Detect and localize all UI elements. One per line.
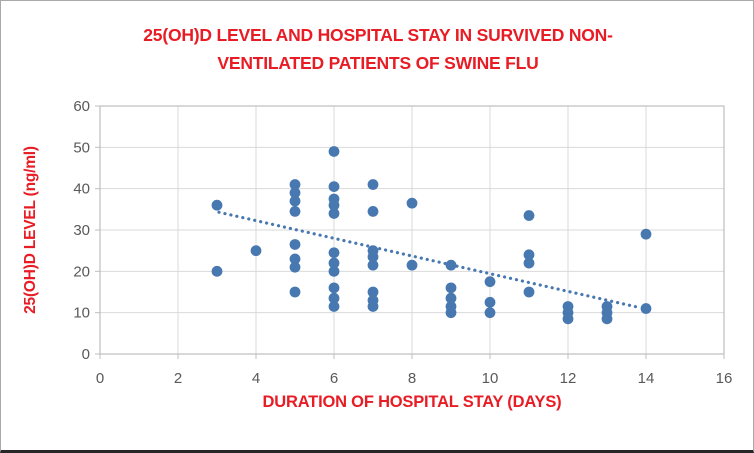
data-point [484, 276, 496, 288]
data-point [289, 179, 301, 190]
x-axis-title: DURATION OF HOSPITAL STAY (DAYS) [263, 393, 562, 411]
y-tick-label: 60 [73, 98, 90, 115]
y-tick-label: 30 [73, 222, 90, 239]
x-tick-label: 0 [96, 370, 104, 387]
data-point [601, 313, 613, 325]
data-point [367, 179, 379, 190]
data-point [250, 245, 262, 257]
y-tick-label: 40 [73, 181, 90, 198]
trendline-dotted [217, 210, 642, 310]
x-tick-label: 2 [174, 370, 182, 387]
data-point [523, 257, 535, 269]
data-point [523, 210, 535, 221]
data-point [289, 239, 301, 250]
data-point [484, 307, 496, 319]
data-point [289, 195, 301, 207]
chart-title-line-2: VENTILATED PATIENTS OF SWINE FLU [217, 53, 538, 73]
data-point [328, 181, 340, 193]
data-point [406, 197, 418, 209]
data-point [523, 249, 535, 261]
data-point [367, 286, 379, 298]
y-tick-label: 10 [73, 305, 90, 322]
data-point [367, 251, 379, 263]
data-point [445, 259, 457, 271]
data-point [562, 313, 574, 325]
data-point [406, 259, 418, 271]
data-point [289, 206, 301, 217]
data-point [328, 208, 340, 219]
data-point [640, 228, 652, 240]
data-point [367, 259, 379, 271]
x-tick-label: 4 [252, 370, 260, 387]
data-point [484, 296, 496, 308]
chart-title-line-1: 25(OH)D LEVEL AND HOSPITAL STAY IN SURVI… [143, 25, 613, 45]
data-point [328, 292, 340, 304]
data-point [367, 301, 379, 312]
data-point [328, 247, 340, 259]
data-point [328, 257, 340, 269]
data-point [640, 303, 652, 314]
y-axis-title: 25(OH)D LEVEL (ng/ml) [22, 146, 39, 314]
data-point [445, 282, 457, 294]
x-tick-label: 12 [560, 370, 577, 387]
data-point [328, 301, 340, 312]
data-point [289, 286, 301, 298]
plot-border [99, 105, 725, 355]
data-point [328, 199, 340, 211]
data-point [289, 253, 301, 265]
plot-area: 0 10 20 30 40 50 60 0 2 4 6 8 10 12 14 16 [73, 98, 732, 387]
data-point [367, 206, 379, 217]
y-tick-label: 50 [73, 139, 90, 156]
x-tick-label: 6 [330, 370, 338, 387]
data-point [211, 199, 223, 211]
y-tick-label: 0 [82, 346, 90, 363]
data-point [289, 261, 301, 273]
data-point [328, 265, 340, 277]
data-point [211, 265, 223, 277]
x-tick-label: 10 [482, 370, 499, 387]
data-point [289, 187, 301, 199]
x-tick-label: 16 [716, 370, 733, 387]
data-point [328, 282, 340, 294]
data-point [445, 307, 457, 319]
data-point [445, 292, 457, 304]
data-point [328, 146, 340, 157]
y-tick-label: 20 [73, 263, 90, 280]
x-tick-label: 8 [408, 370, 416, 387]
x-tick-label: 14 [638, 370, 655, 387]
data-point [523, 286, 535, 298]
